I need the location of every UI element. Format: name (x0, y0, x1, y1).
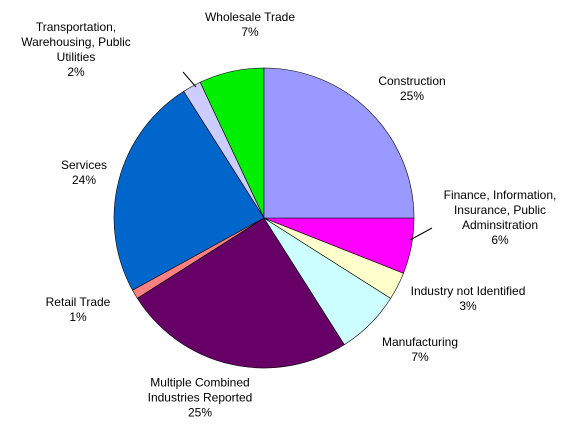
slice-label: Retail Trade 1% (33, 295, 123, 325)
leader-line (182, 71, 197, 88)
slice-label: Multiple Combined Industries Reported 25% (125, 376, 275, 421)
value-label: 25% (399, 89, 425, 103)
value-label: 24% (71, 173, 97, 187)
category-label: Retail Trade (45, 295, 111, 309)
value-label: 7% (411, 350, 429, 364)
leader-line (409, 227, 433, 241)
category-label: Construction (378, 74, 446, 88)
slice-label: Construction 25% (357, 74, 467, 104)
value-label: 25% (187, 405, 213, 420)
slice-label: Services 24% (44, 158, 124, 188)
slice-label: Industry not Identified 3% (393, 284, 543, 314)
pie-slice (263, 67, 415, 219)
category-label: Wholesale Trade (204, 10, 296, 24)
value-label: 3% (459, 299, 477, 313)
category-label: Transportation, Warehousing, Public Util… (21, 20, 131, 64)
category-label: Services (60, 158, 107, 172)
value-label: 1% (69, 310, 87, 324)
category-label: Manufacturing (381, 335, 459, 349)
slice-label: Wholesale Trade 7% (195, 10, 305, 40)
slice-label: Finance, Information, Insurance, Public … (430, 188, 570, 248)
pie-slice (136, 217, 345, 369)
category-label: Industry not Identified (410, 284, 526, 298)
value-label: 7% (241, 25, 259, 39)
slice-label: Transportation, Warehousing, Public Util… (11, 20, 141, 80)
slice-label: Manufacturing 7% (365, 335, 475, 365)
value-label: 2% (67, 65, 85, 79)
pie-slice (113, 90, 265, 291)
category-label: Multiple Combined Industries Reported (147, 375, 253, 405)
value-label: 6% (491, 233, 509, 247)
category-label: Finance, Information, Insurance, Public … (443, 188, 557, 232)
